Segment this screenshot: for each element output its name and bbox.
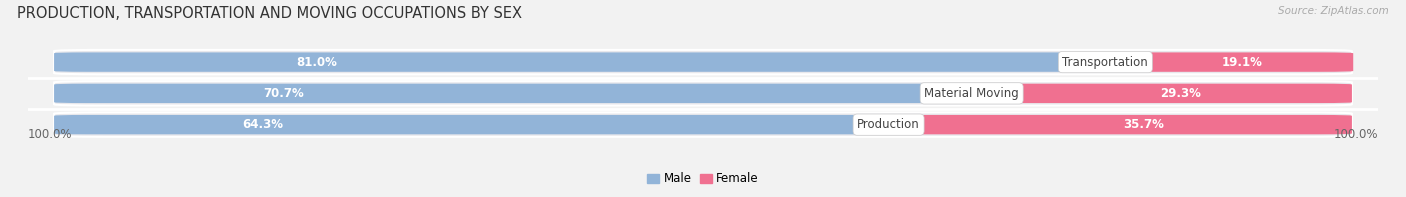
Text: 100.0%: 100.0% (1333, 128, 1378, 141)
FancyBboxPatch shape (53, 115, 889, 134)
FancyBboxPatch shape (889, 115, 1353, 134)
FancyBboxPatch shape (53, 52, 1105, 72)
Text: Production: Production (858, 118, 920, 131)
Text: Material Moving: Material Moving (924, 87, 1019, 100)
FancyBboxPatch shape (53, 84, 972, 103)
Text: 19.1%: 19.1% (1222, 56, 1263, 69)
Legend: Male, Female: Male, Female (643, 168, 763, 190)
FancyBboxPatch shape (53, 112, 1353, 137)
Text: 64.3%: 64.3% (242, 118, 283, 131)
Text: PRODUCTION, TRANSPORTATION AND MOVING OCCUPATIONS BY SEX: PRODUCTION, TRANSPORTATION AND MOVING OC… (17, 6, 522, 21)
Text: 29.3%: 29.3% (1160, 87, 1201, 100)
FancyBboxPatch shape (53, 50, 1353, 74)
Text: Transportation: Transportation (1063, 56, 1149, 69)
Text: 81.0%: 81.0% (297, 56, 337, 69)
Text: 70.7%: 70.7% (263, 87, 304, 100)
Text: 100.0%: 100.0% (28, 128, 73, 141)
FancyBboxPatch shape (972, 84, 1353, 103)
Text: 35.7%: 35.7% (1123, 118, 1164, 131)
FancyBboxPatch shape (1105, 52, 1353, 72)
Text: Source: ZipAtlas.com: Source: ZipAtlas.com (1278, 6, 1389, 16)
FancyBboxPatch shape (53, 81, 1353, 106)
